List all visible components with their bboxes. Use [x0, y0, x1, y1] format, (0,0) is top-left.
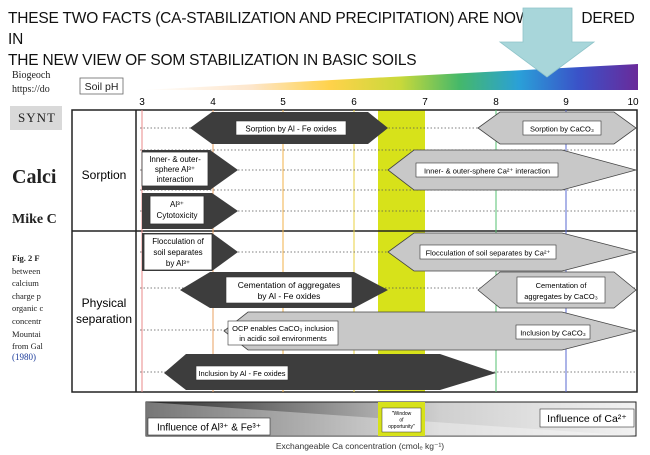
- paper-synth-box: [10, 106, 62, 130]
- arrow-inclusion-al-fe: [164, 354, 496, 390]
- label-window-1: "Window: [392, 411, 412, 417]
- label-al-cytotoxicity-1: Al³⁺: [170, 200, 184, 209]
- label-ocp-1: OCP enables CaCO₃ inclusion: [232, 324, 334, 333]
- ph-tick-5: 5: [280, 97, 286, 108]
- box-al-cytotoxicity: [149, 195, 205, 225]
- label-influence-ca: Influence of Ca²⁺: [547, 413, 627, 425]
- influence-ca-box: [539, 408, 635, 428]
- box-cementation-al-fe: [225, 276, 353, 304]
- box-flocculation-ca: [419, 244, 557, 260]
- label-window-2: of: [399, 418, 404, 424]
- category-sorption: Sorption: [82, 168, 127, 182]
- label-ocp-2: in acidic soil environments: [239, 334, 327, 343]
- ph-gradient-wedge: [142, 64, 638, 90]
- ph-tick-9: 9: [563, 97, 569, 108]
- paper-url: https://do: [12, 84, 50, 95]
- headline-line-2: THE NEW VIEW OF SOM STABILIZATION IN BAS…: [8, 52, 417, 69]
- box-cementation-caco3: [516, 276, 606, 304]
- label-flocculation-al-1: Flocculation of: [152, 237, 204, 246]
- box-flocculation-al: [143, 233, 213, 271]
- headline-line-1-start: THESE TWO FACTS (CA-STABILIZATION AND PR…: [8, 10, 546, 27]
- ph-tick-labels: 3 4 5 6 7 8 9 10: [139, 97, 639, 108]
- slide-headline: THESE TWO FACTS (CA-STABILIZATION AND PR…: [8, 8, 648, 71]
- box-inclusion-al-fe: [195, 365, 289, 381]
- label-window-3: opportunity": [388, 424, 415, 430]
- label-sorption-caco3: Sorption by CaCO₃: [530, 125, 594, 134]
- label-flocculation-al-2: soil separates: [153, 248, 202, 257]
- label-al-cytotoxicity-2: Cytotoxicity: [157, 211, 198, 220]
- paper-caption-line: from Gal: [12, 341, 43, 352]
- paper-synth: SYNT: [18, 110, 56, 125]
- paper-caption-line: between: [12, 265, 41, 276]
- label-sorption-al-fe: Sorption by Al - Fe oxides: [245, 125, 336, 134]
- ph-tick-3: 3: [139, 97, 145, 108]
- window-label-box: [381, 407, 422, 433]
- pointer-down-arrow: [498, 7, 596, 78]
- ph-tick-8: 8: [493, 97, 499, 108]
- influence-al-fe-box: [147, 417, 271, 436]
- ph-label-box: [79, 77, 124, 95]
- paper-author-fragment: Mike C: [12, 212, 57, 227]
- box-inner-outer-ca: [415, 162, 559, 178]
- box-sorption-caco3: [522, 120, 602, 136]
- label-inner-outer-ca: Inner- & outer-sphere Ca²⁺ interaction: [424, 167, 550, 176]
- label-inner-outer-al-3: interaction: [157, 175, 194, 184]
- box-ocp: [227, 320, 339, 346]
- ph-tick-10: 10: [627, 97, 639, 108]
- paper-caption-line: calcium: [12, 278, 39, 289]
- label-influence-al-fe: Influence of Al³⁺ & Fe³⁺: [157, 423, 261, 434]
- box-sorption-al-fe: [235, 120, 347, 136]
- label-cementation-al-fe-2: by Al - Fe oxides: [258, 291, 321, 301]
- label-flocculation-ca: Flocculation of soil separates by Ca²⁺: [426, 249, 551, 258]
- label-inclusion-al-fe: Inclusion by Al - Fe oxides: [198, 369, 285, 378]
- ph-label: Soil pH: [85, 81, 119, 93]
- category-separation: separation: [76, 312, 132, 326]
- box-inclusion-caco3: [515, 324, 591, 340]
- bottom-axis-label: Exchangeable Ca concentration (cmolₑ kg⁻…: [276, 441, 444, 451]
- paper-caption-line: Fig. 2 F: [12, 253, 40, 263]
- label-inner-outer-al-2: sphere Al³⁺: [155, 165, 195, 174]
- headline-line-1-end: DERED IN: [8, 10, 635, 48]
- label-cementation-caco3-1: Cementation of: [536, 281, 588, 290]
- paper-caption-line: organic c: [12, 303, 44, 314]
- label-inner-outer-al-1: Inner- & outer-: [149, 155, 201, 164]
- ph-tick-7: 7: [422, 97, 428, 108]
- headline-line-1: THESE TWO FACTS (CA-STABILIZATION AND PR…: [8, 8, 648, 50]
- label-flocculation-al-3: by Al³⁺: [166, 259, 190, 268]
- paper-caption-line: concentr: [12, 315, 42, 326]
- label-cementation-caco3-2: aggregates by CaCO₃: [524, 292, 598, 301]
- paper-caption-line: Mountai: [12, 328, 41, 339]
- paper-journal: Biogeoch: [12, 70, 51, 81]
- ph-tick-6: 6: [351, 97, 357, 108]
- paper-title-fragment: Calci: [12, 166, 57, 188]
- category-physical: Physical: [82, 296, 127, 310]
- paper-caption-line: charge p: [12, 290, 41, 301]
- label-inclusion-caco3: Inclusion by CaCO₃: [520, 329, 586, 338]
- ph-tick-4: 4: [210, 97, 216, 108]
- label-cementation-al-fe-1: Cementation of aggregates: [238, 280, 341, 290]
- box-inner-outer-al: [141, 151, 209, 187]
- paper-citation: (1980): [12, 352, 36, 362]
